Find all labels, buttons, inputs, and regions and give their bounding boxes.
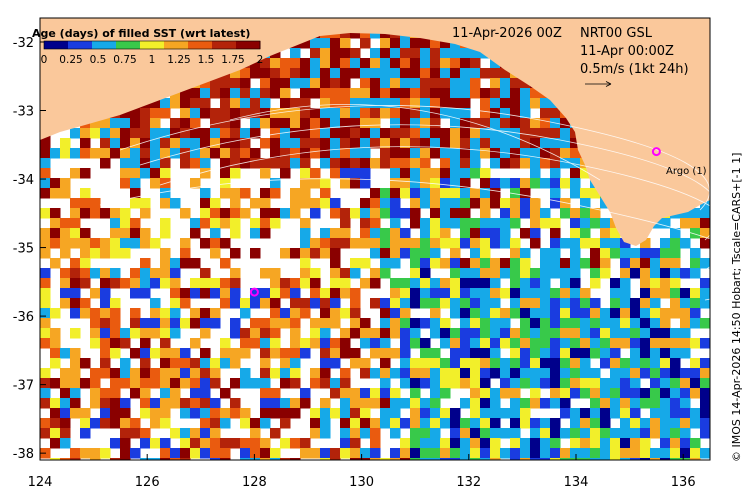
land-mass — [40, 18, 710, 246]
colorbar-swatch — [212, 41, 237, 49]
scale-arrow — [585, 81, 612, 87]
x-axis: 124 126 128 130 132 134 136 — [28, 454, 696, 490]
argo-float-marker — [651, 147, 661, 157]
product-label: NRT00 GSL — [580, 26, 653, 41]
x-tick-label: 134 — [564, 475, 589, 490]
y-tick-label: -36 — [13, 310, 34, 325]
time-label: 11-Apr 00:00Z — [580, 44, 674, 59]
colorbar-tick-label: 1 — [149, 54, 156, 66]
y-tick-label: -38 — [13, 447, 34, 462]
y-tick-label: -34 — [13, 173, 34, 188]
colorbar-tick-label: 1.5 — [198, 54, 215, 66]
argo-label: Argo (1) — [666, 166, 707, 177]
colorbar-swatch — [140, 41, 165, 49]
scale-label: 0.5m/s (1kt 24h) — [580, 62, 689, 77]
colorbar-ticks: 0 0.25 0.5 0.75 1 1.25 1.5 1.75 2 — [41, 54, 264, 66]
colorbar-swatch — [68, 41, 93, 49]
colorbar-swatch — [44, 41, 69, 49]
x-tick-label: 124 — [28, 475, 53, 490]
colorbar-swatch — [116, 41, 141, 49]
credit-text: © IMOS 14-Apr-2026 14:50 Hobart; Tscale=… — [730, 153, 743, 462]
colorbar-swatch — [188, 41, 213, 49]
y-tick-label: -33 — [13, 105, 34, 120]
colorbar-swatch — [236, 41, 261, 49]
current-vectors — [99, 104, 710, 301]
argo-float-marker — [249, 287, 259, 297]
x-tick-label: 136 — [671, 475, 696, 490]
y-axis: -32 -33 -34 -35 -36 -37 -38 — [13, 36, 46, 462]
x-tick-label: 128 — [242, 475, 267, 490]
colorbar-tick-label: 1.75 — [221, 54, 244, 66]
colorbar-swatches — [44, 41, 261, 49]
colorbar-tick-label: 0.5 — [90, 54, 107, 66]
argo-layer — [249, 147, 661, 297]
date-label: 11-Apr-2026 00Z — [452, 26, 562, 41]
colorbar-tick-label: 0.75 — [113, 54, 136, 66]
colorbar-tick-label: 1.25 — [167, 54, 190, 66]
colorbar-tick-label: 0 — [41, 54, 48, 66]
y-tick-label: -32 — [13, 36, 34, 51]
colorbar-swatch — [92, 41, 117, 49]
colorbar-swatch — [164, 41, 189, 49]
x-tick-label: 126 — [135, 475, 160, 490]
x-tick-label: 132 — [456, 475, 481, 490]
x-tick-label: 130 — [349, 475, 374, 490]
plot-frame — [39, 17, 711, 461]
colorbar-title: Age (days) of filled SST (wrt latest) — [32, 27, 250, 40]
colorbar-tick-label: 0.25 — [59, 54, 82, 66]
y-tick-label: -35 — [13, 242, 34, 257]
y-tick-label: -37 — [13, 379, 34, 394]
colorbar-tick-label: 2 — [257, 54, 264, 66]
